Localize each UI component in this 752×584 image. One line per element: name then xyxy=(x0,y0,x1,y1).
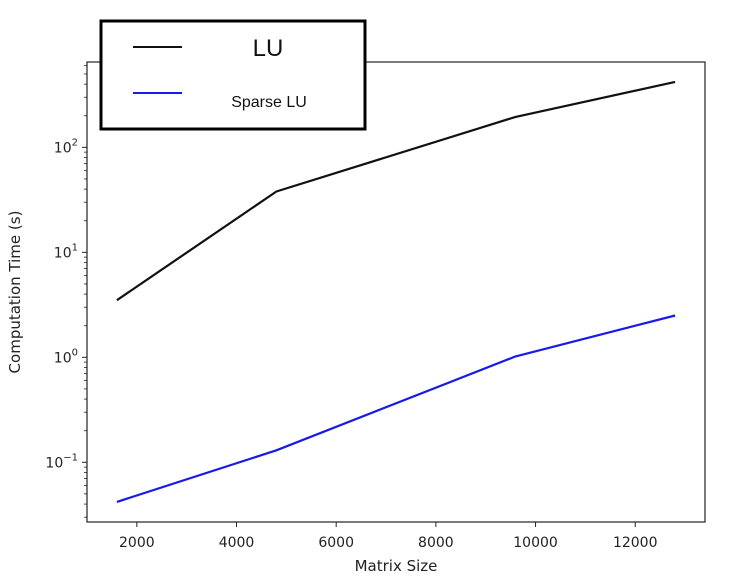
legend-label-sparse-lu: Sparse LU xyxy=(231,94,307,111)
x-tick-label: 2000 xyxy=(119,535,155,551)
y-axis-ticks: 102 101 100 10−1 xyxy=(45,137,87,471)
x-tick-label: 12000 xyxy=(613,535,658,551)
x-tick-label: 10000 xyxy=(513,535,558,551)
series-line-sparse-lu xyxy=(116,314,676,503)
series-line-lu xyxy=(116,80,676,302)
y-tick-label: 101 xyxy=(54,242,78,261)
x-tick-label: 6000 xyxy=(318,535,354,551)
y-tick-label: 10−1 xyxy=(45,452,78,471)
x-axis-ticks: 2000 4000 6000 8000 10000 12000 xyxy=(119,522,657,551)
y-minor-ticks xyxy=(84,65,87,518)
y-tick-label: 102 xyxy=(54,137,78,156)
y-axis-label: Computation Time (s) xyxy=(6,211,24,374)
y-tick-label: 100 xyxy=(54,347,78,366)
x-tick-label: 4000 xyxy=(219,535,255,551)
x-axis-label: Matrix Size xyxy=(355,557,438,575)
legend-box xyxy=(99,19,367,131)
x-tick-label: 8000 xyxy=(418,535,454,551)
plot-area xyxy=(86,61,706,523)
legend: LU Sparse LU xyxy=(99,19,367,131)
series-lines xyxy=(116,80,676,503)
legend-label-lu: LU xyxy=(253,35,284,62)
